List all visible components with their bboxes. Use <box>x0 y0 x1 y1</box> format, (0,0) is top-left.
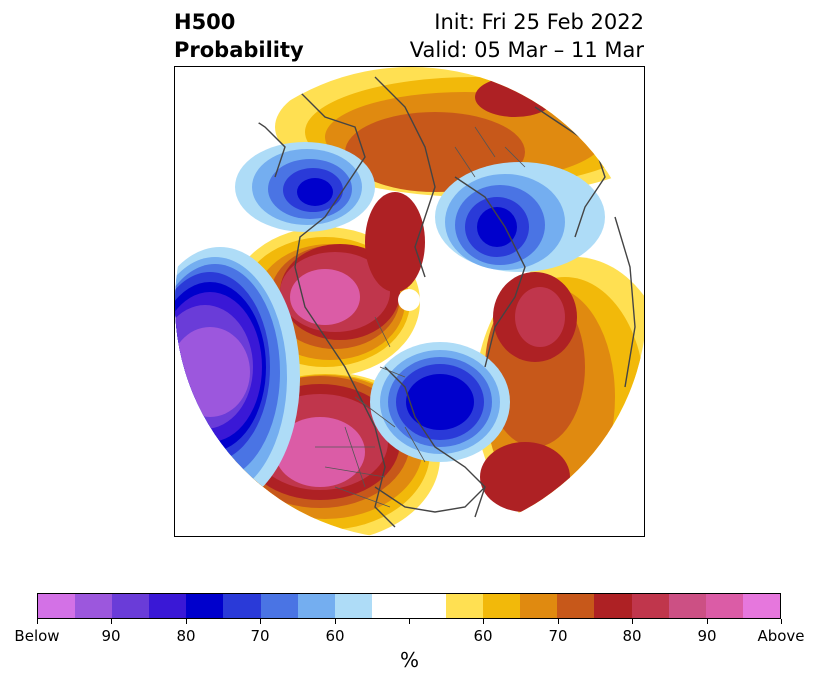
colorbar-segment <box>297 594 335 618</box>
colorbar-segment <box>446 594 484 618</box>
trough-eastern-canada <box>370 342 510 462</box>
colorbar-tick <box>37 619 38 624</box>
title-variable: H500 <box>174 10 236 34</box>
colorbar-tick <box>186 619 187 624</box>
colorbar-title: % <box>399 648 419 672</box>
colorbar-segment <box>742 594 780 618</box>
colorbar-tick-label: Below <box>14 627 60 645</box>
valid-range: Valid: 05 Mar – 11 Mar <box>409 38 644 62</box>
colorbar-tick-label: 70 <box>548 627 568 645</box>
country-borders <box>315 126 526 508</box>
colorbar-tick-label: 80 <box>622 627 642 645</box>
colorbar-tick <box>781 619 782 624</box>
colorbar-segment <box>705 594 743 618</box>
colorbar-tick-label: 90 <box>101 627 121 645</box>
colorbar-segment <box>483 594 521 618</box>
colorbar-segment <box>631 594 669 618</box>
colorbar-tick <box>558 619 559 624</box>
colorbar-tick-label: 80 <box>176 627 196 645</box>
colorbar-segment <box>371 594 409 618</box>
polar-map <box>174 66 645 537</box>
colorbar-tick-label: 60 <box>473 627 493 645</box>
colorbar-segment <box>557 594 595 618</box>
pole-marker <box>398 289 420 311</box>
colorbar-segment <box>38 594 76 618</box>
colorbar-segment <box>75 594 113 618</box>
colorbar-segment <box>149 594 187 618</box>
colorbar-tick <box>707 619 708 624</box>
colorbar-segment <box>334 594 372 618</box>
colorbar-segment <box>260 594 298 618</box>
colorbar-segment <box>520 594 558 618</box>
colorbar-segment <box>223 594 261 618</box>
colorbar-tick-label: 90 <box>697 627 717 645</box>
map-date-info: Init: Fri 25 Feb 2022 Valid: 05 Mar – 11… <box>410 8 644 64</box>
colorbar-segment <box>408 594 447 618</box>
colorbar-tick <box>111 619 112 624</box>
coastlines <box>234 76 636 528</box>
map-title: H500 Probability <box>174 8 304 64</box>
colorbar-tick <box>335 619 336 624</box>
colorbar-tick <box>483 619 484 624</box>
colorbar-tick-label: Above <box>757 627 805 645</box>
colorbar <box>37 593 781 619</box>
map-svg <box>175 67 644 536</box>
colorbar-segment <box>668 594 706 618</box>
colorbar-segment <box>112 594 150 618</box>
title-product: Probability <box>174 38 304 62</box>
init-date: Init: Fri 25 Feb 2022 <box>434 10 644 34</box>
colorbar-tick-label: 70 <box>250 627 270 645</box>
colorbar-tick <box>260 619 261 624</box>
colorbar-segment <box>186 594 224 618</box>
colorbar-tick-label: 60 <box>325 627 345 645</box>
colorbar-segment <box>594 594 632 618</box>
trough-northwest <box>235 142 375 232</box>
colorbar-tick <box>632 619 633 624</box>
colorbar-ticks: Below 90 80 70 60 60 70 80 90 Above <box>0 619 819 645</box>
colorbar-tick <box>409 619 410 624</box>
